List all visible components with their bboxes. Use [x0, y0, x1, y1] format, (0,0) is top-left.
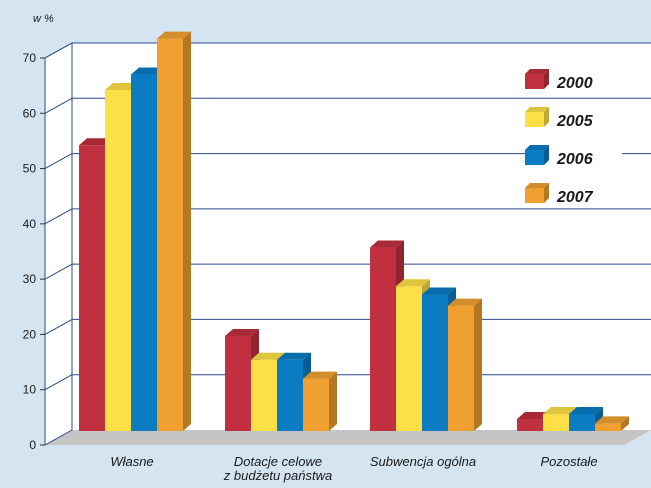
x-category-label: Pozostałe	[540, 454, 597, 469]
bar	[595, 423, 621, 431]
legend-label: 2007	[556, 189, 594, 206]
y-tick-label: 20	[23, 327, 37, 341]
bar	[79, 145, 105, 431]
legend-label-bg	[548, 74, 622, 94]
bar-side	[329, 371, 337, 431]
bar	[157, 38, 183, 431]
bar-top	[543, 406, 577, 414]
bar	[131, 74, 157, 432]
x-category-label: Dotacje celowe	[234, 454, 322, 469]
legend-label: 2005	[556, 113, 594, 130]
bar-top	[396, 279, 430, 287]
bar	[396, 286, 422, 431]
plot-side-wall	[44, 42, 73, 446]
bar-top	[131, 67, 165, 75]
y-tick-label: 10	[23, 383, 37, 397]
bar	[370, 247, 396, 431]
x-category-label: Własne	[110, 454, 153, 469]
bar	[569, 413, 595, 431]
x-category-label: Subwencja ogólna	[370, 454, 476, 469]
bar-top	[157, 31, 191, 39]
bar	[517, 418, 543, 431]
bar	[303, 378, 329, 431]
legend-swatch	[525, 150, 544, 165]
bar-top	[448, 298, 482, 306]
legend-swatch	[525, 188, 544, 203]
bar-side	[474, 298, 482, 431]
y-unit-label: w %	[33, 13, 54, 25]
bar-top	[595, 416, 629, 424]
legend-swatch-side	[544, 183, 549, 203]
legend-swatch-side	[544, 145, 549, 165]
bar-side	[183, 31, 191, 431]
legend-swatch	[525, 112, 544, 127]
legend-swatch-top	[525, 69, 549, 74]
bar	[225, 336, 251, 431]
y-tick-label: 50	[23, 162, 37, 176]
bar	[277, 359, 303, 431]
bar-top	[79, 138, 113, 146]
legend-swatch	[525, 74, 544, 89]
legend-swatch-top	[525, 183, 549, 188]
y-tick-label: 30	[23, 272, 37, 286]
bar-top	[251, 352, 285, 360]
bar	[251, 359, 277, 431]
bar	[543, 413, 569, 431]
y-tick-label: 40	[23, 217, 37, 231]
bar-side	[621, 416, 629, 431]
gridline-side	[44, 318, 73, 335]
bar-top	[422, 287, 456, 295]
legend-label-bg	[548, 150, 622, 170]
legend-swatch-top	[525, 145, 549, 150]
gridline-side	[44, 374, 73, 391]
gridline-side	[44, 42, 73, 59]
bar-top	[277, 352, 311, 360]
legend-swatch-side	[544, 69, 549, 89]
bar	[448, 305, 474, 431]
legend-label: 2000	[556, 75, 593, 92]
y-tick-label: 60	[23, 106, 37, 120]
legend-swatch-side	[544, 107, 549, 127]
bar-top	[370, 240, 404, 248]
gridline-side	[44, 208, 73, 225]
plot-floor	[45, 430, 651, 445]
gridline-side	[44, 153, 73, 170]
legend-label-bg	[548, 112, 622, 132]
bar-top	[105, 82, 139, 90]
bar-top	[517, 411, 551, 419]
legend-label-bg	[548, 188, 622, 208]
x-category-label: z budżetu państwa	[223, 468, 332, 483]
y-tick-label: 0	[29, 438, 36, 452]
bar	[422, 294, 448, 431]
bar-top	[225, 329, 259, 337]
gridline-side	[44, 263, 73, 280]
legend-label: 2006	[556, 151, 593, 168]
legend-swatch-top	[525, 107, 549, 112]
bar-top	[569, 406, 603, 414]
bar	[105, 89, 131, 431]
gridline-side	[44, 97, 73, 114]
bar-top	[303, 371, 337, 379]
y-tick-label: 70	[23, 51, 37, 65]
